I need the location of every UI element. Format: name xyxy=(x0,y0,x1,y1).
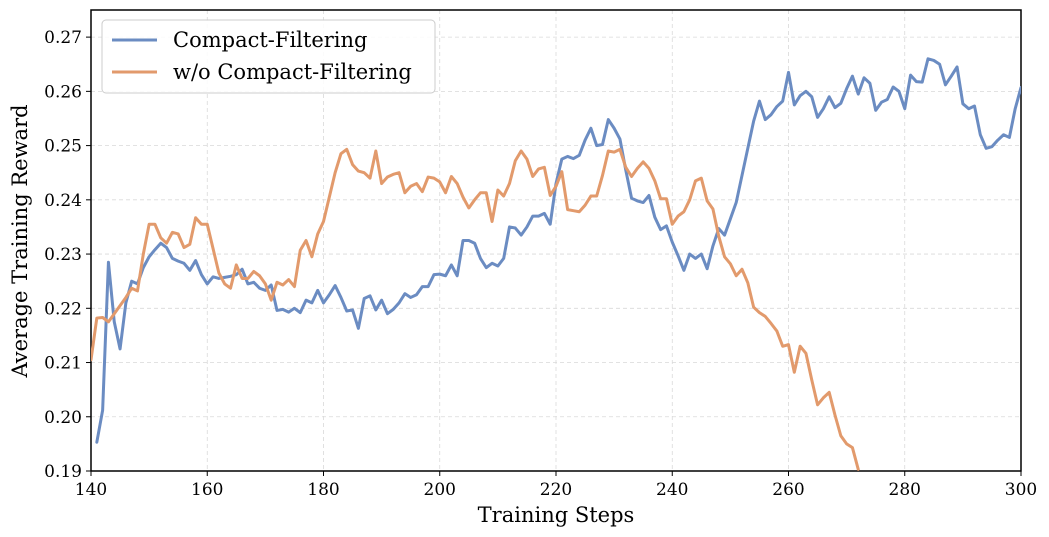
y-tick-label: 0.25 xyxy=(44,137,82,157)
legend-label-compact-filtering: Compact-Filtering xyxy=(173,28,367,52)
y-tick-label: 0.24 xyxy=(44,191,82,211)
series-line-w-o-compact-filtering xyxy=(91,147,860,471)
y-tick-label: 0.26 xyxy=(44,82,82,102)
y-axis-label: Average Training Reward xyxy=(8,104,32,378)
x-tick-label: 180 xyxy=(307,480,339,500)
y-tick-label: 0.27 xyxy=(44,28,82,48)
legend-label-without-compact-filtering: w/o Compact-Filtering xyxy=(173,60,412,84)
legend: Compact-Filtering w/o Compact-Filtering xyxy=(101,19,436,94)
x-tick-label: 140 xyxy=(75,480,107,500)
legend-box xyxy=(101,19,436,94)
x-tick-label: 300 xyxy=(1005,480,1037,500)
y-tick-label: 0.21 xyxy=(44,354,82,374)
x-tick-label: 260 xyxy=(772,480,804,500)
x-tick-label: 220 xyxy=(540,480,572,500)
y-tick-label: 0.22 xyxy=(44,299,82,319)
y-tick-label: 0.20 xyxy=(44,408,82,428)
y-tick-label: 0.19 xyxy=(44,462,82,482)
series-line-compact-filtering xyxy=(95,57,1021,444)
x-tick-label: 160 xyxy=(191,480,223,500)
series-lines xyxy=(91,57,1021,471)
y-axis-ticks: 0.19 0.20 0.21 0.22 0.23 0.24 0.25 0.26 0.27 xyxy=(44,28,91,482)
x-axis-label: Training Steps xyxy=(478,503,635,527)
x-tick-label: 280 xyxy=(889,480,921,500)
x-tick-label: 200 xyxy=(424,480,456,500)
y-tick-label: 0.23 xyxy=(44,245,82,265)
x-tick-label: 240 xyxy=(656,480,688,500)
x-axis-ticks: 140 160 180 200 220 240 260 280 300 xyxy=(75,471,1037,500)
